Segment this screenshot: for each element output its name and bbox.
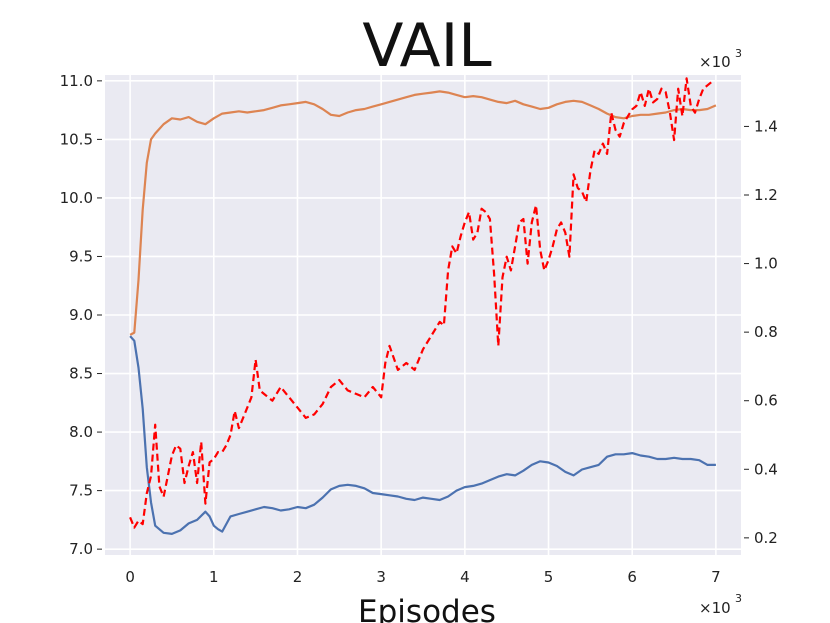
right-tick-label: 1.4 [754,117,778,135]
x-tick-label: 5 [544,568,554,586]
left-tick-label: 7.0 [69,540,93,558]
left-tick-label: 9.0 [69,306,93,324]
x-multiplier-exponent: 3 [735,592,742,605]
series-line-2 [129,335,716,536]
series-line-3 [129,77,713,529]
chart-title: VAIL [362,11,492,81]
left-tick-label: 10.5 [60,130,93,148]
axis-ticks: 0 1 2 3 4 5 6 7 7.0 7.5 8.0 8.5 9.0 9.5 10.0 10.5 11.0 0.… [60,72,778,586]
right-tick-label: 0.8 [754,323,778,341]
x-tick-label: 7 [711,568,721,586]
right-tick-label: 1.0 [754,255,778,273]
grid [105,75,741,555]
right-tick-label: 0.4 [754,460,778,478]
left-tick-label: 8.5 [69,365,93,383]
right-axis-multiplier: ×10 3 [699,47,742,71]
series-lines [129,77,717,536]
right-multiplier-base: ×10 [699,53,731,71]
left-tick-label: 7.5 [69,482,93,500]
right-tick-label: 0.6 [754,392,778,410]
right-tick-label: 0.2 [754,529,778,547]
x-tick-label: 1 [209,568,219,586]
x-tick-label: 3 [376,568,386,586]
left-tick-label: 8.0 [69,423,93,441]
left-tick-label: 9.5 [69,247,93,265]
x-tick-label: 4 [460,568,470,586]
x-tick-label: 0 [125,568,135,586]
left-tick-label: 11.0 [60,72,93,90]
x-axis-label: Episodes [358,594,496,623]
left-tick-label: 10.0 [60,189,93,207]
x-multiplier-base: ×10 [699,599,731,617]
x-axis-multiplier: ×10 3 [699,592,742,617]
x-tick-label: 6 [627,568,637,586]
x-tick-label: 2 [293,568,303,586]
series-line-1 [129,90,717,336]
right-multiplier-exponent: 3 [735,47,742,60]
right-tick-label: 1.2 [754,186,778,204]
